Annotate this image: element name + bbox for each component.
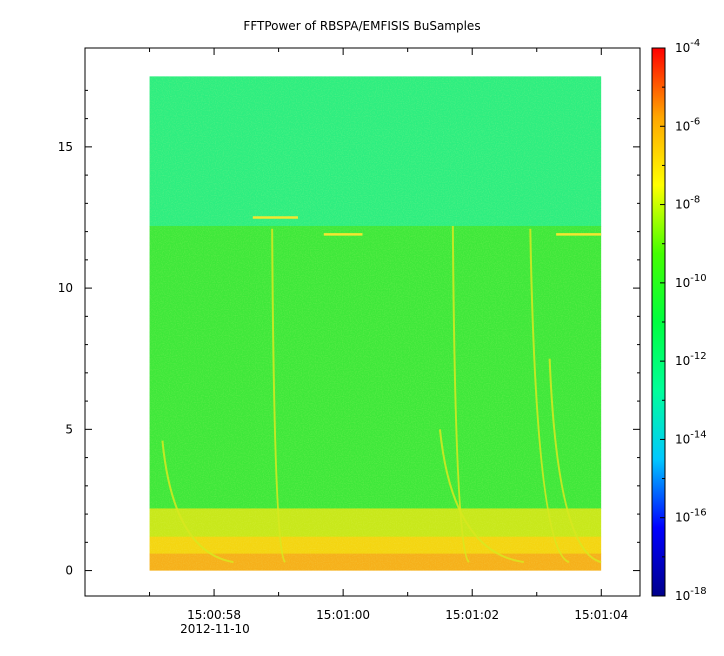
colorbar-tick-label: 10-4 <box>675 38 700 55</box>
whistler-trace-1 <box>271 228 286 563</box>
spectrogram-image <box>149 76 602 571</box>
colorbar-tick-label: 10-10 <box>675 273 707 290</box>
y-axis: 0 5 10 15 <box>58 89 640 578</box>
chart-title: FFTPower of RBSPA/EMFISIS BuSamples <box>243 19 480 33</box>
whistler-trace-2 <box>451 225 470 563</box>
colorbar-tick-label: 10-8 <box>675 195 700 212</box>
y-tick-label: 5 <box>65 422 73 436</box>
colorbar-tick-label: 10-18 <box>675 586 707 603</box>
whistler-trace-4 <box>529 228 570 564</box>
x-tick-date-label: 2012-11-10 <box>180 622 250 636</box>
y-tick-label: 15 <box>58 140 73 154</box>
x-tick-label: 15:01:00 <box>316 608 370 622</box>
colorbar-tick-label: 10-14 <box>675 429 707 446</box>
colorbar-axis: 10-4 10-6 10-8 10-10 10-12 10-14 10-16 10-18 <box>660 38 707 603</box>
x-tick-label: 15:00:58 <box>187 608 241 622</box>
whistler-trace-5 <box>548 358 602 564</box>
whistler-trace-3 <box>438 429 524 564</box>
colorbar-tick-label: 10-12 <box>675 351 707 368</box>
whistler-trace-0 <box>161 440 234 564</box>
y-tick-label: 10 <box>58 281 73 295</box>
y-tick-label: 0 <box>65 564 73 578</box>
noise-texture <box>149 76 602 571</box>
colorbar-tick-label: 10-6 <box>675 116 700 133</box>
x-tick-label: 15:01:04 <box>574 608 628 622</box>
x-tick-label: 15:01:02 <box>445 608 499 622</box>
colorbar-tick-label: 10-16 <box>675 508 707 525</box>
